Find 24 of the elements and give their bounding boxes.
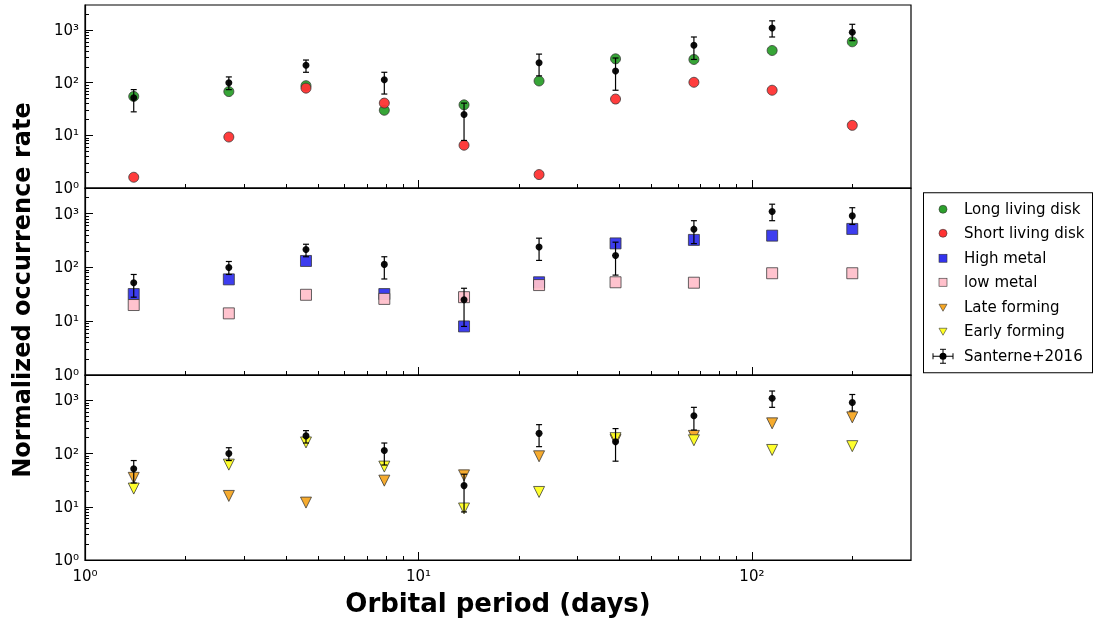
y-tick-label: 10⁰ [53, 179, 79, 197]
legend-label: Late forming [964, 298, 1060, 316]
legend-label: Santerne+2016 [964, 347, 1083, 365]
y-tick-label: 10⁰ [53, 551, 79, 569]
y-tick-label: 10⁰ [53, 366, 79, 384]
x-tick-label: 10² [739, 566, 765, 585]
legend-label: Long living disk [964, 200, 1081, 218]
x-tick-label: 10¹ [405, 566, 432, 585]
y-tick-label: 10¹ [53, 312, 79, 331]
y-tick-label: 10³ [53, 21, 79, 40]
legend-label: High metal [964, 249, 1047, 267]
x-axis-title: Orbital period (days) [345, 588, 651, 618]
y-tick-label: 10² [53, 444, 79, 463]
y-tick-label: 10³ [53, 204, 79, 223]
y-tick-label: 10² [53, 73, 79, 92]
y-tick-label: 10¹ [53, 497, 79, 516]
y-axis-title: Normalized occurrence rate [8, 102, 36, 478]
y-tick-label: 10³ [53, 391, 79, 410]
legend-label: Short living disk [964, 224, 1085, 243]
legend-label: Early forming [964, 322, 1065, 341]
x-tick-label: 10⁰ [72, 566, 98, 585]
y-tick-label: 10² [53, 258, 79, 277]
y-tick-label: 10¹ [53, 126, 79, 145]
legend-label: low metal [964, 273, 1038, 292]
